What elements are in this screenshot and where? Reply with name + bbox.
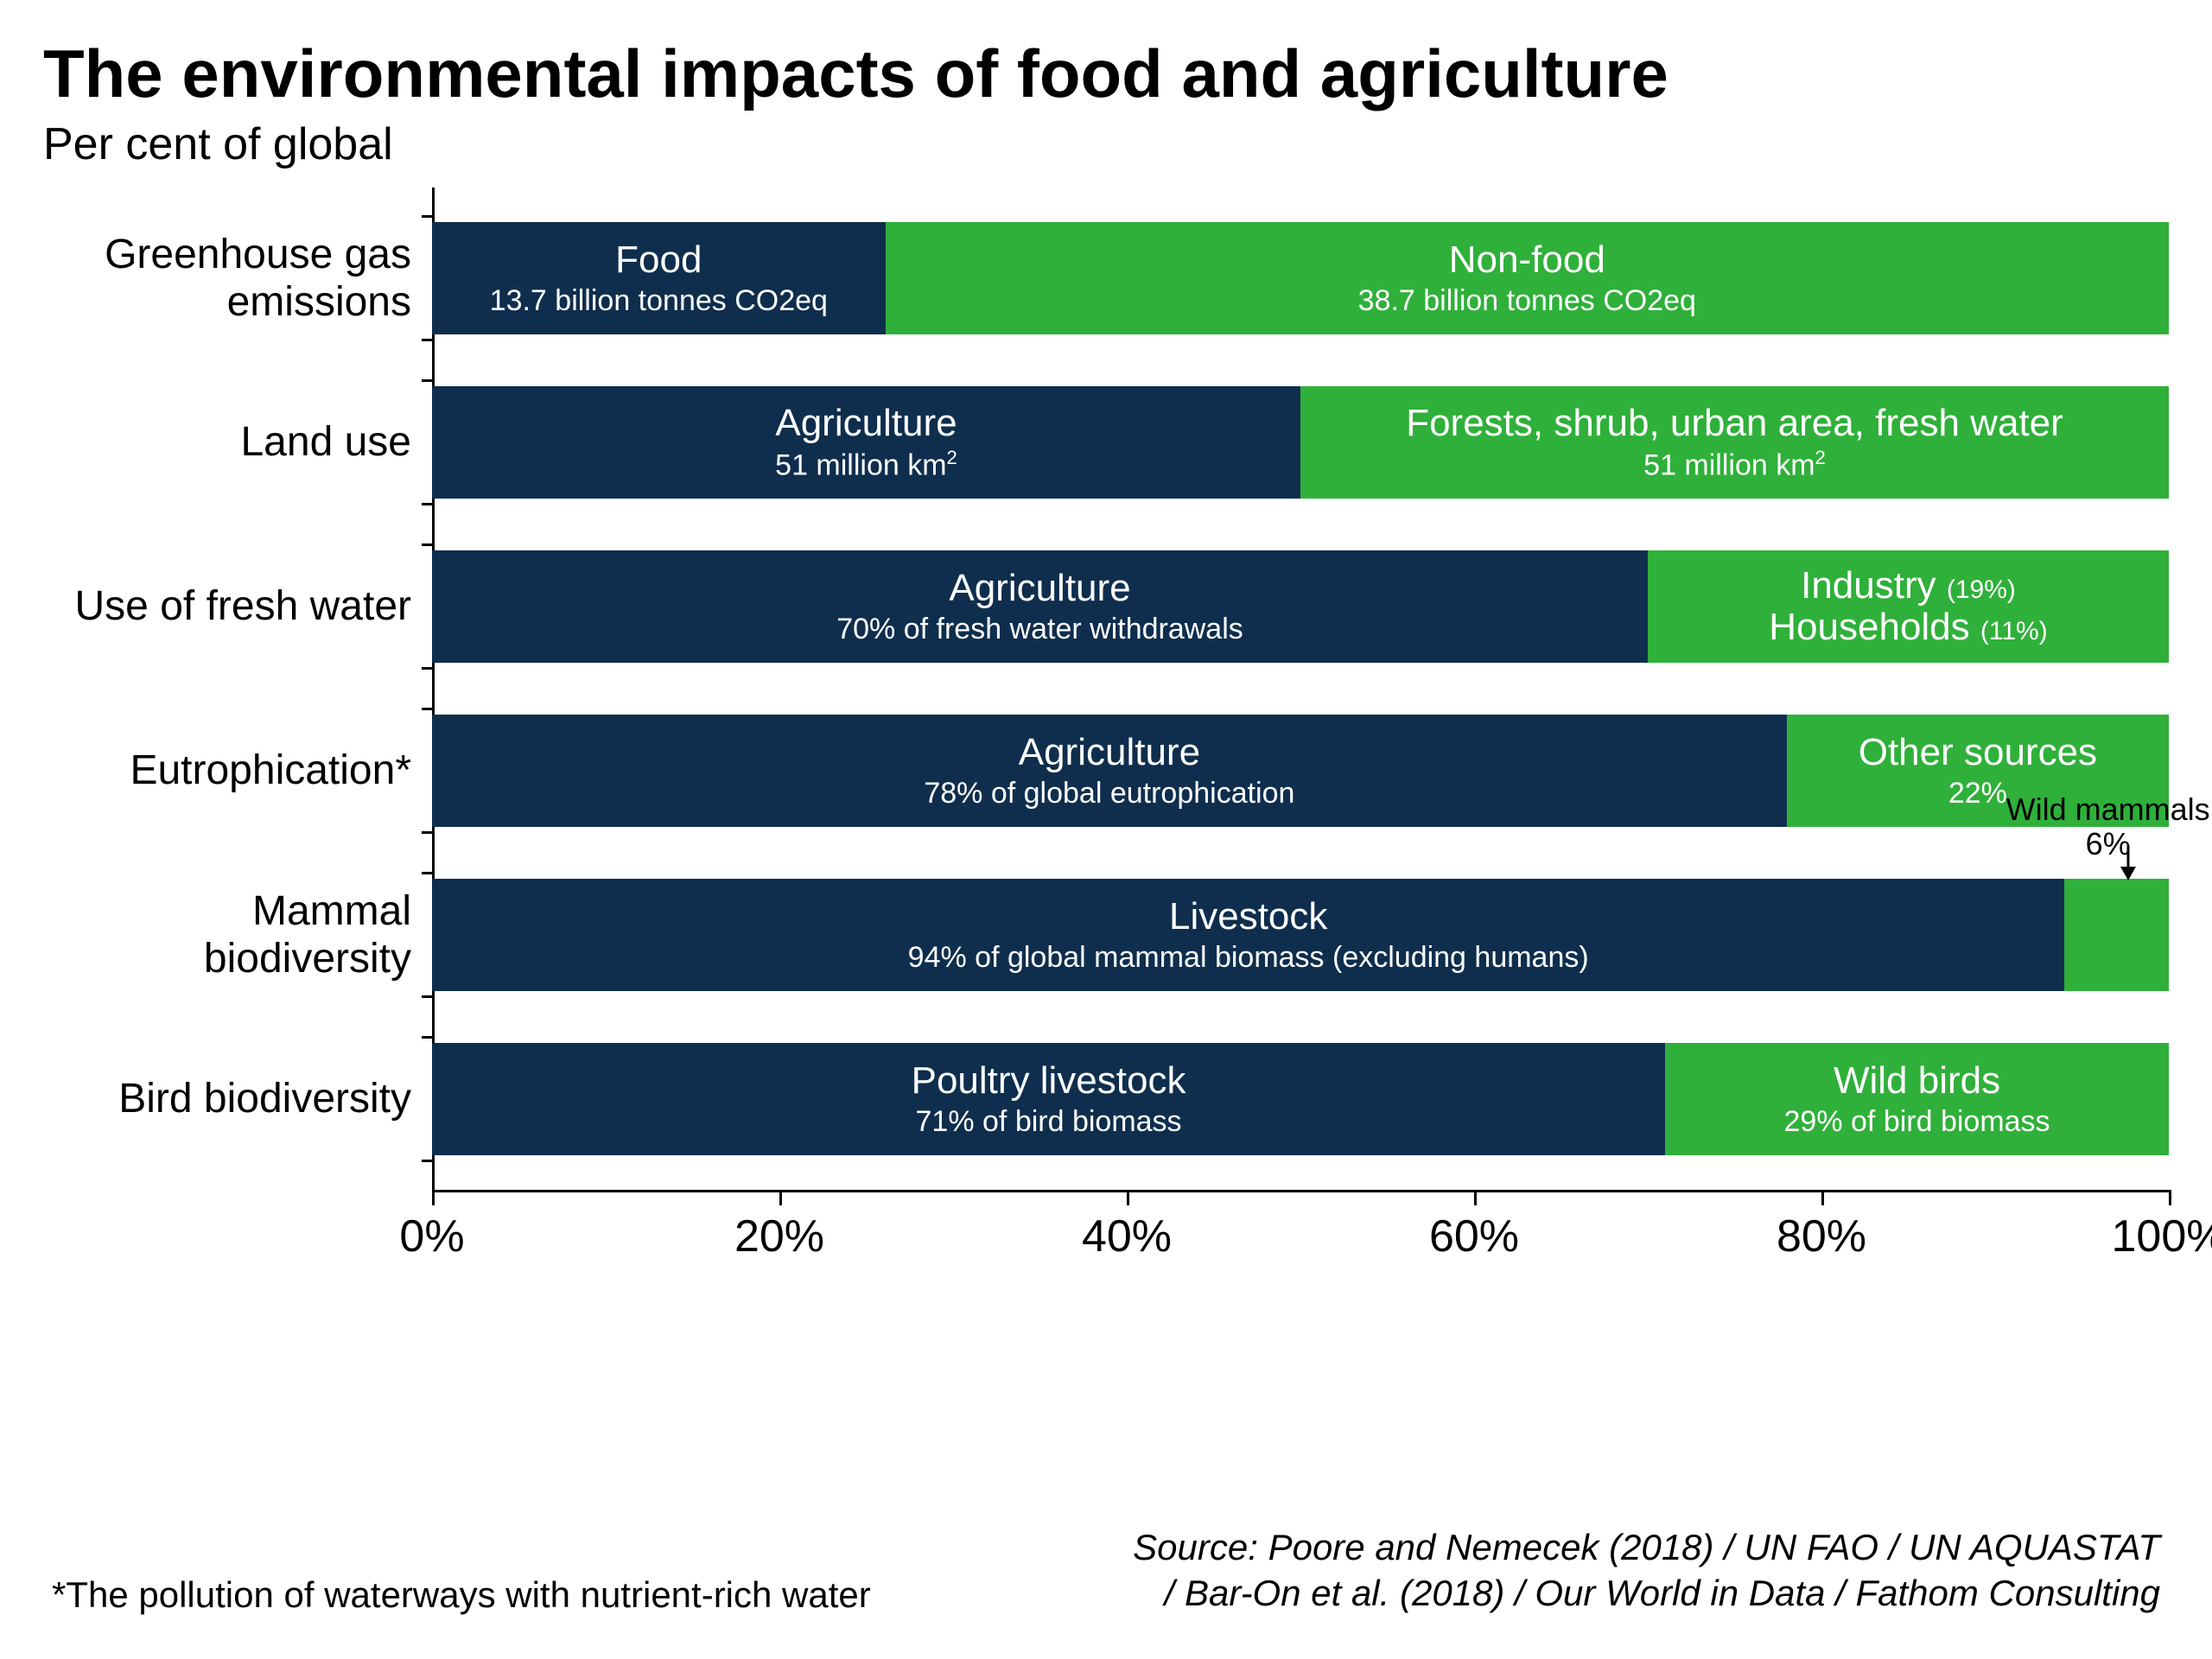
annotation-label: Wild mammals6%: [1979, 792, 2212, 861]
bar-segment: Wild birds29% of bird biomass: [1665, 1043, 2169, 1155]
category-label: Mammalbiodiversity: [43, 887, 432, 982]
annotation-arrow-icon: [2115, 846, 2141, 885]
y-tick-mark: [422, 379, 434, 382]
x-tick-mark: [779, 1190, 782, 1205]
x-tick-label: 100%: [2112, 1211, 2212, 1262]
bar-track: Agriculture70% of fresh water withdrawal…: [432, 550, 2169, 663]
x-tick-mark: [432, 1190, 435, 1205]
bar-segment: Agriculture51 million km2: [432, 386, 1300, 499]
category-label: Land use: [43, 418, 432, 466]
bar-segment: Agriculture78% of global eutrophication: [432, 715, 1787, 827]
y-axis-line: [432, 188, 435, 1190]
bar-segment: Industry (19%)Households (11%): [1648, 550, 2169, 663]
y-tick-mark: [422, 667, 434, 670]
bar-segment: Poultry livestock71% of bird biomass: [432, 1043, 1665, 1155]
bar-row: Greenhouse gasemissionsFood13.7 billion …: [43, 222, 2169, 334]
source-line-1: Source: Poore and Nemecek (2018) / UN FA…: [1133, 1527, 2160, 1567]
bar-track: Poultry livestock71% of bird biomassWild…: [432, 1043, 2169, 1155]
x-tick-label: 0%: [399, 1211, 464, 1262]
y-tick-mark: [422, 1036, 434, 1039]
category-label: Bird biodiversity: [43, 1075, 432, 1122]
source-line-2: / Bar-On et al. (2018) / Our World in Da…: [1165, 1573, 2160, 1613]
source-citation: Source: Poore and Nemecek (2018) / UN FA…: [1133, 1525, 2160, 1616]
x-tick-mark: [1821, 1190, 1824, 1205]
y-tick-mark: [422, 1160, 434, 1162]
y-tick-mark: [422, 215, 434, 218]
category-label: Greenhouse gasemissions: [43, 231, 432, 326]
footnote: *The pollution of waterways with nutrien…: [52, 1574, 871, 1616]
x-tick-label: 40%: [1082, 1211, 1172, 1262]
bar-segment: Livestock94% of global mammal biomass (e…: [432, 879, 2064, 991]
bar-segment: Forests, shrub, urban area, fresh water5…: [1300, 386, 2169, 499]
x-tick-mark: [2169, 1190, 2171, 1205]
bar-segment: Non-food38.7 billion tonnes CO2eq: [886, 222, 2169, 334]
x-axis-line: [432, 1190, 2169, 1192]
y-tick-mark: [422, 995, 434, 998]
x-tick-label: 60%: [1429, 1211, 1519, 1262]
bar-row: Use of fresh waterAgriculture70% of fres…: [43, 550, 2169, 663]
bar-track: Agriculture78% of global eutrophicationO…: [432, 715, 2169, 827]
bar-segment: [2064, 879, 2169, 991]
y-tick-mark: [422, 543, 434, 546]
category-label: Eutrophication*: [43, 747, 432, 794]
x-tick-label: 80%: [1777, 1211, 1866, 1262]
bar-row: MammalbiodiversityLivestock94% of global…: [43, 879, 2169, 991]
chart-subtitle: Per cent of global: [43, 118, 2169, 170]
bar-segment: Agriculture70% of fresh water withdrawal…: [432, 550, 1648, 663]
y-tick-mark: [422, 831, 434, 834]
bar-segment: Food13.7 billion tonnes CO2eq: [432, 222, 886, 334]
bar-row: Land useAgriculture51 million km2Forests…: [43, 386, 2169, 499]
x-axis-ticks: 0%20%40%60%80%100%: [432, 1211, 2169, 1280]
y-tick-mark: [422, 339, 434, 341]
y-tick-mark: [422, 708, 434, 710]
category-label: Use of fresh water: [43, 582, 432, 630]
bar-track: Agriculture51 million km2Forests, shrub,…: [432, 386, 2169, 499]
x-tick-label: 20%: [734, 1211, 824, 1262]
y-tick-mark: [422, 872, 434, 874]
bar-track: Livestock94% of global mammal biomass (e…: [432, 879, 2169, 991]
bar-row: Eutrophication*Agriculture78% of global …: [43, 715, 2169, 827]
y-tick-mark: [422, 503, 434, 505]
bar-track: Food13.7 billion tonnes CO2eqNon-food38.…: [432, 222, 2169, 334]
x-tick-mark: [1474, 1190, 1477, 1205]
chart-title: The environmental impacts of food and ag…: [43, 35, 2169, 113]
chart-area: 0%20%40%60%80%100% Greenhouse gasemissio…: [43, 188, 2169, 1484]
bar-row: Bird biodiversityPoultry livestock71% of…: [43, 1043, 2169, 1155]
x-tick-mark: [1127, 1190, 1129, 1205]
